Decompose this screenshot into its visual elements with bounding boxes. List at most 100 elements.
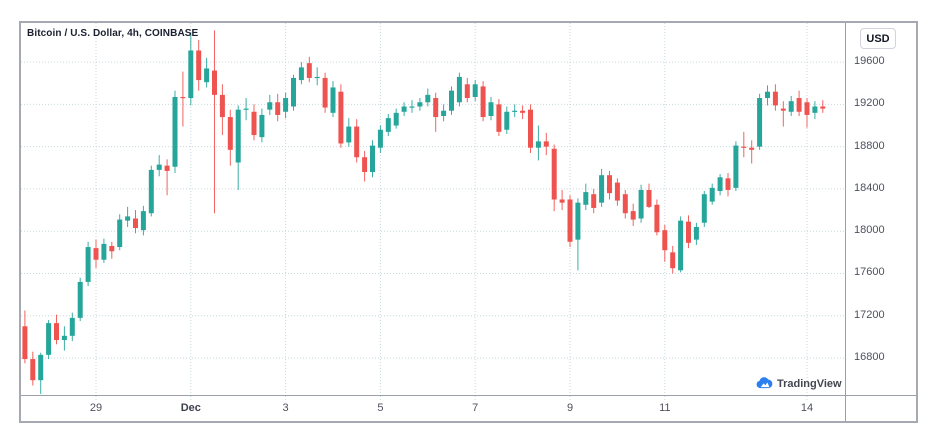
time-axis-label: Dec [180,402,201,414]
candle [370,140,375,178]
candle [796,90,802,116]
candle [401,102,407,116]
candle [741,131,747,158]
candle [291,74,296,111]
candle [85,241,91,287]
time-axis-label: 7 [472,402,479,414]
candle [780,101,786,127]
price-axis-label: 19600 [854,55,885,68]
candle [591,188,597,214]
candle [212,30,217,214]
time-axis-label: 5 [377,402,384,414]
price-axis-label: 16800 [854,351,885,363]
candle [330,81,336,118]
candle [346,118,352,147]
tradingview-logo[interactable]: TradingView [755,377,842,390]
candle [788,95,794,116]
candle [219,84,225,136]
candle [480,81,486,122]
price-axis-label: 18800 [854,139,885,152]
candle [772,84,778,111]
candle [180,71,186,127]
candle [638,184,644,223]
candle [417,98,423,111]
candle [196,39,202,91]
tradingview-logo-text: TradingView [777,377,842,390]
candle [670,245,676,274]
time-axis[interactable]: 29 Dec 3 5 7 9 11 14 [21,395,845,421]
candle [354,119,360,163]
candle [275,93,281,122]
candle [298,62,304,85]
candle [686,215,691,249]
candle [749,140,755,164]
candle [614,178,620,206]
candle [69,312,75,342]
candle [433,92,439,132]
candle [512,104,518,118]
candle [528,104,533,153]
candle [535,125,541,161]
axis-separators [21,23,916,421]
candle [693,222,699,245]
candle [599,168,605,207]
candle [820,100,826,113]
candle [46,319,52,360]
candle [488,96,494,121]
candlestick-chart[interactable] [21,23,916,421]
candle [393,108,399,129]
time-axis-label: 3 [282,402,289,414]
price-axis-label: 17600 [854,266,885,279]
price-axis-label: 17200 [854,308,885,321]
candle [567,195,573,248]
candle [109,241,115,259]
price-axis[interactable]: USD 19600 19200 18800 18400 18000 17600 17200 1… [845,23,916,395]
currency-toggle-button[interactable]: USD [860,28,896,49]
candle [575,198,581,271]
candle [283,92,289,119]
candle [456,72,462,107]
candle [377,125,383,153]
tradingview-cloud-icon [756,377,773,389]
candle [322,72,328,113]
candle [709,183,715,205]
candle [504,106,510,134]
candle [338,84,344,148]
candle [559,189,565,211]
candle [701,191,707,227]
candle [662,224,668,262]
candle [93,239,99,269]
price-axis-label: 19200 [854,97,885,110]
candle [472,80,478,102]
candle [543,132,549,156]
time-axis-label: 29 [89,402,103,414]
candle [717,174,723,196]
vertical-gridlines [95,23,808,402]
candle [156,155,162,177]
candle [54,314,59,345]
candle [607,170,612,200]
candle [251,104,257,141]
symbol-title: Bitcoin / U.S. Dollar, 4h, COINBASE [27,28,199,39]
candle [654,199,660,236]
candles [22,30,826,394]
candle [259,108,265,143]
candle [314,67,320,86]
candle [22,310,28,364]
candle [725,173,731,197]
candle [622,189,628,219]
candle [733,141,739,192]
candle [551,144,557,212]
chart-widget: Bitcoin / U.S. Dollar, 4h, COINBASE USD … [19,21,918,423]
candle [306,56,312,83]
candle [520,105,526,120]
candle [38,352,44,394]
candle [140,205,146,236]
candle [77,277,83,322]
price-axis-label: 18000 [854,224,885,237]
candle [765,85,770,106]
candle [812,101,818,120]
candle [425,88,431,107]
candle [804,98,810,128]
candle [757,93,763,150]
